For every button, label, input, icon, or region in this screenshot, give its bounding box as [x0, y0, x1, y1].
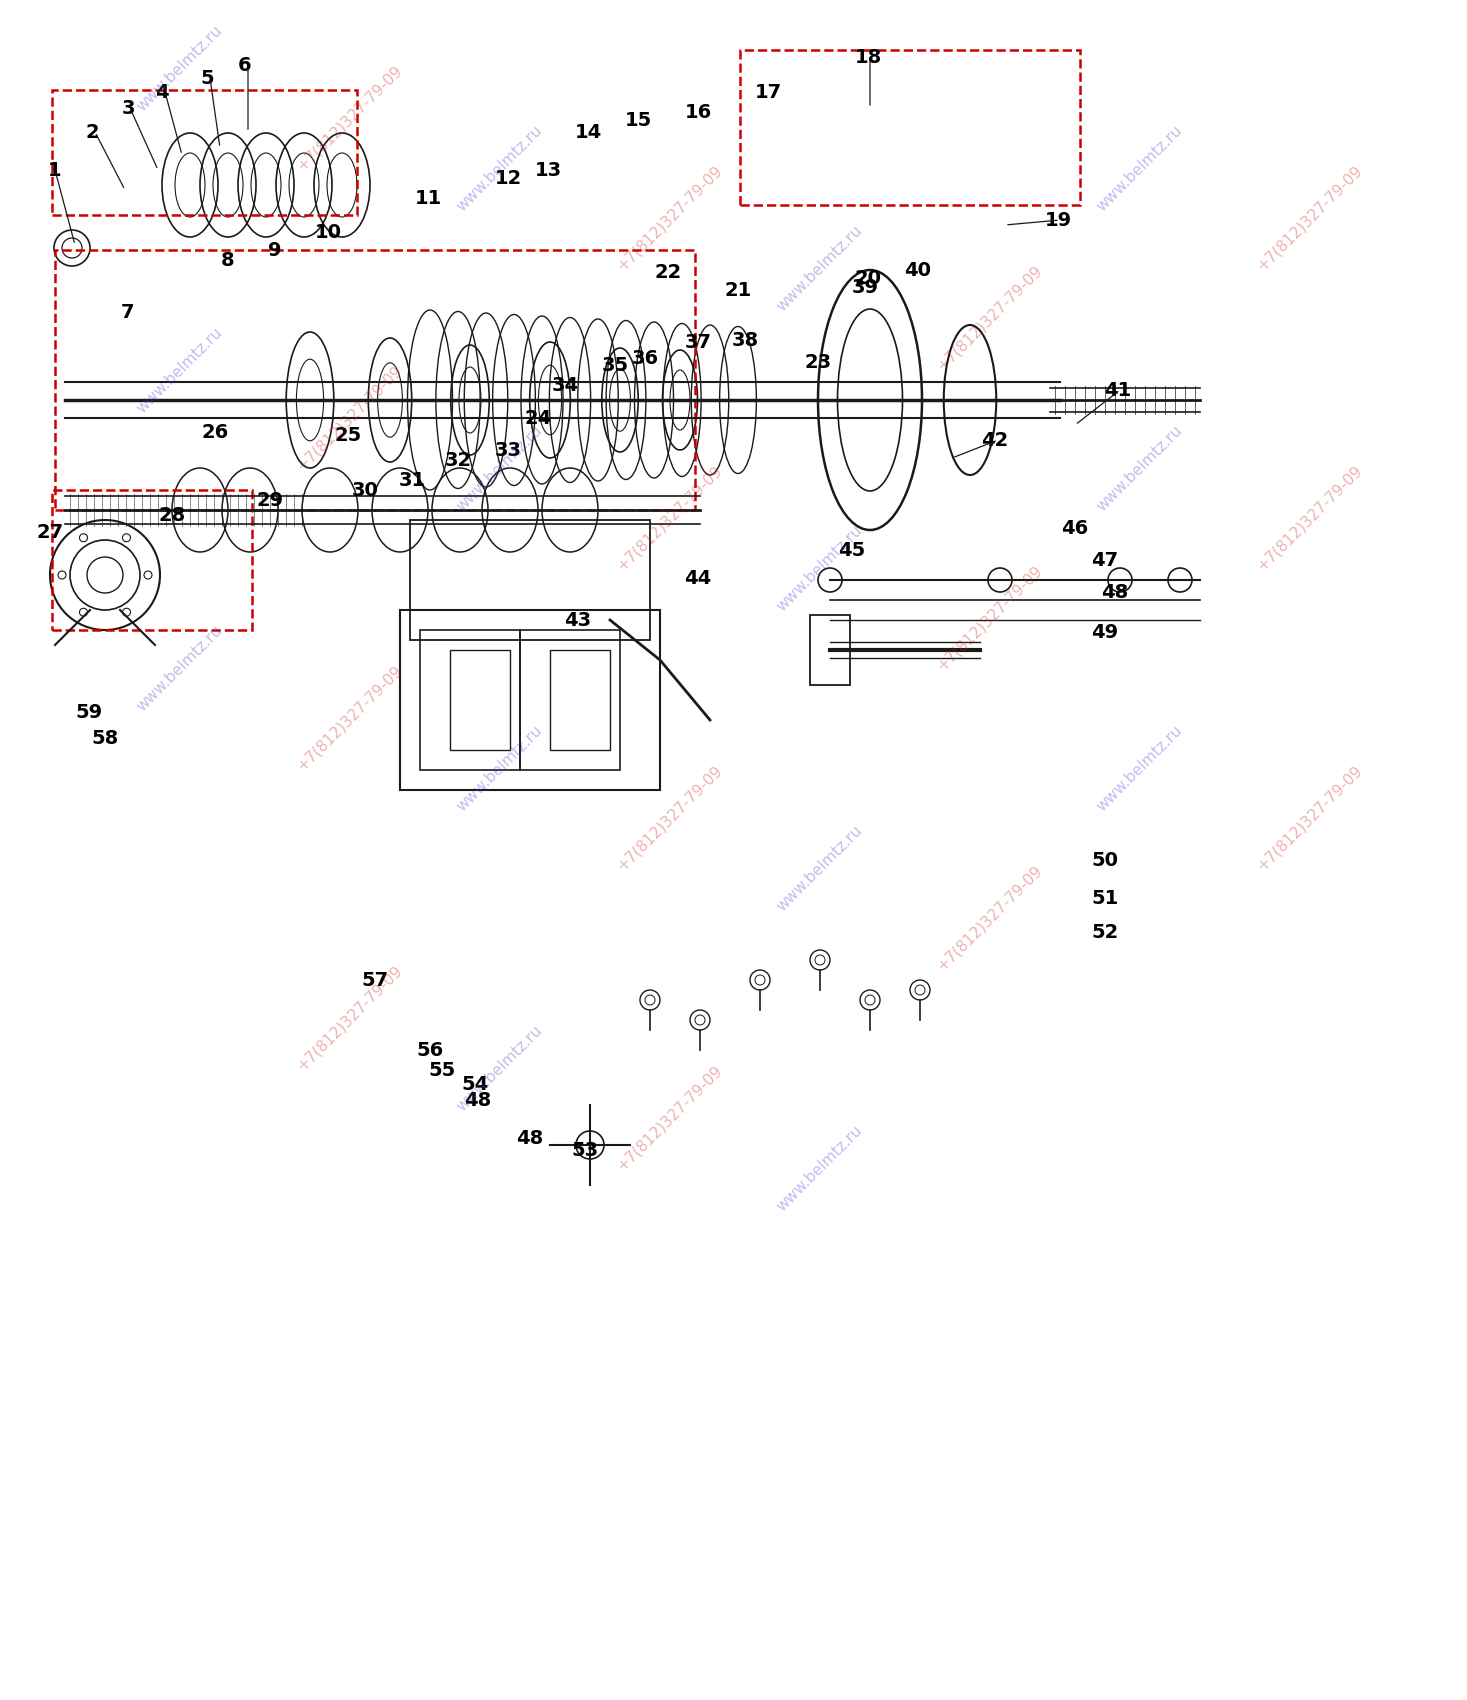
Text: www.belmtz.ru: www.belmtz.ru [775, 223, 866, 314]
Text: 23: 23 [804, 352, 832, 372]
Text: 12: 12 [494, 168, 522, 187]
Text: 51: 51 [1091, 889, 1119, 908]
Text: +7(812)327-79-09: +7(812)327-79-09 [1254, 462, 1366, 573]
Text: 32: 32 [445, 450, 471, 469]
Bar [420, 631, 519, 770]
Text: 13: 13 [534, 160, 562, 180]
Text: 42: 42 [981, 430, 1009, 449]
Text: +7(812)327-79-09: +7(812)327-79-09 [934, 862, 1046, 974]
Text: www.belmtz.ru: www.belmtz.ru [1094, 722, 1185, 814]
Text: +7(812)327-79-09: +7(812)327-79-09 [295, 962, 405, 1073]
Text: +7(812)327-79-09: +7(812)327-79-09 [615, 163, 725, 274]
Bar [810, 615, 849, 685]
Text: 28: 28 [158, 505, 186, 525]
Text: 34: 34 [552, 376, 578, 394]
Text: 6: 6 [238, 56, 252, 75]
Text: +7(812)327-79-09: +7(812)327-79-09 [295, 362, 405, 473]
Text: 44: 44 [685, 568, 711, 588]
Text: 57: 57 [361, 971, 389, 989]
Text: 16: 16 [685, 102, 711, 121]
Text: 27: 27 [37, 522, 63, 542]
Text: 8: 8 [222, 250, 235, 270]
Text: 47: 47 [1091, 551, 1118, 570]
Text: 1: 1 [48, 160, 62, 180]
Text: 11: 11 [414, 189, 442, 207]
Text: www.belmtz.ru: www.belmtz.ru [775, 1122, 866, 1214]
Text: 30: 30 [352, 481, 378, 500]
Text: www.belmtz.ru: www.belmtz.ru [1094, 422, 1185, 513]
Text: 24: 24 [524, 408, 552, 427]
Text: 20: 20 [854, 269, 882, 287]
Text: www.belmtz.ru: www.belmtz.ru [455, 122, 546, 214]
Text: 45: 45 [838, 541, 866, 559]
Text: 46: 46 [1062, 518, 1089, 537]
Bar [519, 631, 621, 770]
Text: 22: 22 [654, 262, 682, 282]
Text: 37: 37 [685, 333, 711, 352]
Text: 14: 14 [575, 122, 601, 141]
Text: www.belmtz.ru: www.belmtz.ru [1094, 122, 1185, 214]
Text: 53: 53 [572, 1141, 599, 1159]
Text: +7(812)327-79-09: +7(812)327-79-09 [1254, 763, 1366, 874]
Text: 35: 35 [601, 355, 628, 374]
Text: 50: 50 [1091, 850, 1118, 869]
Text: 33: 33 [494, 440, 521, 459]
Text: 5: 5 [200, 68, 214, 87]
Text: 55: 55 [428, 1061, 456, 1080]
Text: 18: 18 [854, 48, 882, 66]
Text: 40: 40 [905, 260, 932, 279]
Text: 17: 17 [754, 83, 782, 102]
Text: 19: 19 [1045, 211, 1071, 230]
Bar [409, 520, 650, 639]
Text: 49: 49 [1091, 622, 1118, 641]
Text: +7(812)327-79-09: +7(812)327-79-09 [615, 763, 725, 874]
Text: +7(812)327-79-09: +7(812)327-79-09 [1254, 163, 1366, 274]
Text: www.belmtz.ru: www.belmtz.ru [775, 522, 866, 614]
Text: 2: 2 [85, 122, 98, 141]
Text: www.belmtz.ru: www.belmtz.ru [135, 622, 226, 714]
Text: 48: 48 [1102, 583, 1128, 602]
Text: 48: 48 [465, 1090, 491, 1110]
Text: 58: 58 [91, 729, 119, 748]
Text: www.belmtz.ru: www.belmtz.ru [135, 325, 226, 416]
Text: 31: 31 [399, 471, 425, 490]
Text: 38: 38 [732, 330, 758, 350]
Text: 26: 26 [201, 423, 229, 442]
Text: www.belmtz.ru: www.belmtz.ru [455, 722, 546, 814]
Text: 29: 29 [257, 491, 283, 510]
Text: 4: 4 [156, 83, 169, 102]
Text: 15: 15 [625, 110, 651, 129]
Text: 25: 25 [334, 425, 362, 444]
Text: +7(812)327-79-09: +7(812)327-79-09 [934, 563, 1046, 673]
Text: 7: 7 [122, 303, 135, 321]
Text: 21: 21 [725, 280, 751, 299]
Text: 52: 52 [1091, 923, 1119, 942]
Bar [400, 610, 660, 790]
Text: 3: 3 [122, 99, 135, 117]
Text: 39: 39 [851, 277, 879, 296]
Text: +7(812)327-79-09: +7(812)327-79-09 [615, 462, 725, 573]
Text: 41: 41 [1105, 381, 1131, 400]
Text: www.belmtz.ru: www.belmtz.ru [775, 823, 866, 913]
Text: 54: 54 [462, 1076, 489, 1095]
Text: 56: 56 [417, 1040, 443, 1059]
Text: 36: 36 [631, 348, 659, 367]
Text: +7(812)327-79-09: +7(812)327-79-09 [295, 63, 405, 173]
Bar [550, 649, 610, 750]
Text: +7(812)327-79-09: +7(812)327-79-09 [615, 1062, 725, 1173]
Text: www.belmtz.ru: www.belmtz.ru [455, 422, 546, 513]
Bar [450, 649, 511, 750]
Text: 9: 9 [268, 240, 282, 260]
Text: 43: 43 [565, 610, 591, 629]
Text: +7(812)327-79-09: +7(812)327-79-09 [934, 262, 1046, 374]
Text: www.belmtz.ru: www.belmtz.ru [135, 22, 226, 114]
Text: 59: 59 [75, 702, 103, 721]
Text: www.belmtz.ru: www.belmtz.ru [455, 1022, 546, 1114]
Text: 10: 10 [314, 223, 342, 241]
Text: +7(812)327-79-09: +7(812)327-79-09 [295, 663, 405, 774]
Text: 48: 48 [516, 1129, 544, 1148]
